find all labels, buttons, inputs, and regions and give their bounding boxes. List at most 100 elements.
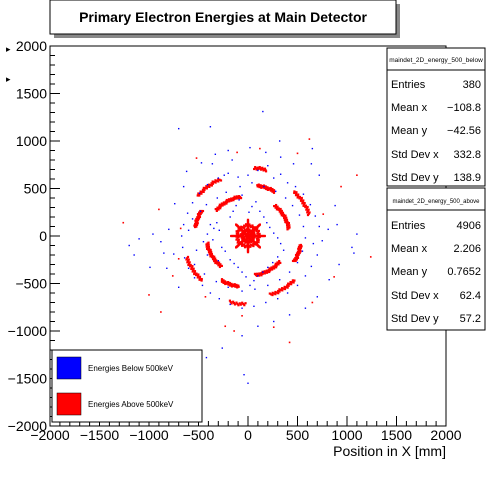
data-point-below xyxy=(257,325,259,327)
data-point-above xyxy=(251,224,254,227)
legend-label-above: Energies Above 500keV xyxy=(88,400,174,409)
data-point-above xyxy=(186,259,190,263)
data-point-above xyxy=(304,205,307,209)
data-point-above xyxy=(288,282,291,286)
data-point-above xyxy=(196,219,200,222)
data-point-above xyxy=(284,217,287,220)
data-point-above xyxy=(300,245,303,248)
data-point-below xyxy=(209,223,212,226)
data-point-above xyxy=(262,271,265,274)
data-point-above xyxy=(233,195,236,198)
data-point-above xyxy=(223,280,227,283)
data-point-above xyxy=(209,255,212,258)
data-point-above xyxy=(271,291,274,294)
data-point-above xyxy=(211,180,214,183)
data-point-above xyxy=(220,202,223,205)
data-point-above xyxy=(201,190,204,193)
data-point-below xyxy=(223,174,225,176)
data-point-above xyxy=(264,170,268,173)
series-above-500kev xyxy=(122,138,372,344)
data-point-above xyxy=(187,258,190,261)
data-point-below xyxy=(304,307,307,309)
data-point-above xyxy=(298,248,302,251)
data-point-above xyxy=(245,239,248,243)
data-point-above xyxy=(245,244,248,247)
data-point-below xyxy=(205,203,208,206)
data-point-above xyxy=(258,184,261,187)
data-point-above xyxy=(301,200,304,204)
data-point-below xyxy=(251,205,253,208)
data-point-above xyxy=(224,201,227,205)
data-point-above xyxy=(257,231,260,234)
data-point-above xyxy=(225,198,228,202)
data-point-above xyxy=(296,250,300,253)
data-point-above xyxy=(205,187,208,190)
data-point-above xyxy=(230,285,234,288)
data-point-above xyxy=(235,195,238,198)
data-point-below xyxy=(278,279,281,281)
data-point-above xyxy=(235,246,238,249)
data-point-above xyxy=(232,301,236,305)
data-point-above xyxy=(160,311,162,313)
data-point-below xyxy=(203,273,206,275)
data-point-above xyxy=(200,209,203,213)
data-point-below xyxy=(133,254,135,256)
data-point-above xyxy=(278,260,281,263)
data-point-above xyxy=(268,188,271,191)
data-point-above xyxy=(233,330,235,332)
data-point-above xyxy=(217,208,220,211)
data-point-above xyxy=(272,190,276,193)
data-point-above xyxy=(236,151,238,154)
data-point-above xyxy=(275,264,278,267)
data-point-below xyxy=(241,307,243,309)
stats-value: 57.2 xyxy=(460,313,481,325)
data-point-above xyxy=(210,252,213,256)
data-point-above xyxy=(241,226,244,229)
data-point-above xyxy=(198,275,202,278)
data-point-above xyxy=(241,244,244,247)
data-point-above xyxy=(304,204,307,207)
data-point-above xyxy=(263,167,267,170)
data-point-above xyxy=(248,230,251,234)
data-point-below xyxy=(259,210,261,212)
data-point-below xyxy=(292,163,295,165)
x-tick-label: 2000 xyxy=(430,427,461,443)
data-point-above xyxy=(195,225,198,228)
data-point-above xyxy=(230,284,233,287)
data-point-below xyxy=(263,216,265,218)
data-point-below xyxy=(262,271,264,273)
data-point-above xyxy=(296,196,299,199)
data-point-below xyxy=(187,267,190,269)
data-point-below xyxy=(200,162,203,164)
data-point-above xyxy=(241,301,244,304)
data-point-above xyxy=(248,244,251,247)
data-point-above xyxy=(266,270,270,273)
data-point-above xyxy=(247,233,250,237)
data-point-above xyxy=(199,212,202,216)
data-point-above xyxy=(274,290,277,294)
data-point-below xyxy=(310,163,313,165)
data-point-below xyxy=(267,284,269,287)
data-point-below xyxy=(206,184,209,186)
stats-value: 332.8 xyxy=(453,149,481,161)
data-point-above xyxy=(297,249,300,252)
data-point-above xyxy=(195,222,198,225)
data-point-above xyxy=(277,208,280,211)
data-point-above xyxy=(196,222,199,225)
data-point-above xyxy=(255,274,258,277)
data-point-below xyxy=(265,301,267,304)
data-point-above xyxy=(240,243,243,246)
data-point-above xyxy=(250,236,254,239)
data-point-above xyxy=(188,261,191,264)
data-point-above xyxy=(274,206,277,209)
data-point-above xyxy=(306,209,310,213)
data-point-above xyxy=(196,194,199,197)
data-point-above xyxy=(259,147,261,150)
y-tick-label: −2000 xyxy=(8,418,48,434)
stats-box-below: maindet_2D_energy_500_below Entries 380 … xyxy=(386,47,486,187)
data-point-above xyxy=(198,214,201,217)
data-point-above xyxy=(158,208,160,211)
data-point-above xyxy=(250,244,254,247)
data-point-above xyxy=(240,225,243,228)
data-point-above xyxy=(235,238,238,241)
